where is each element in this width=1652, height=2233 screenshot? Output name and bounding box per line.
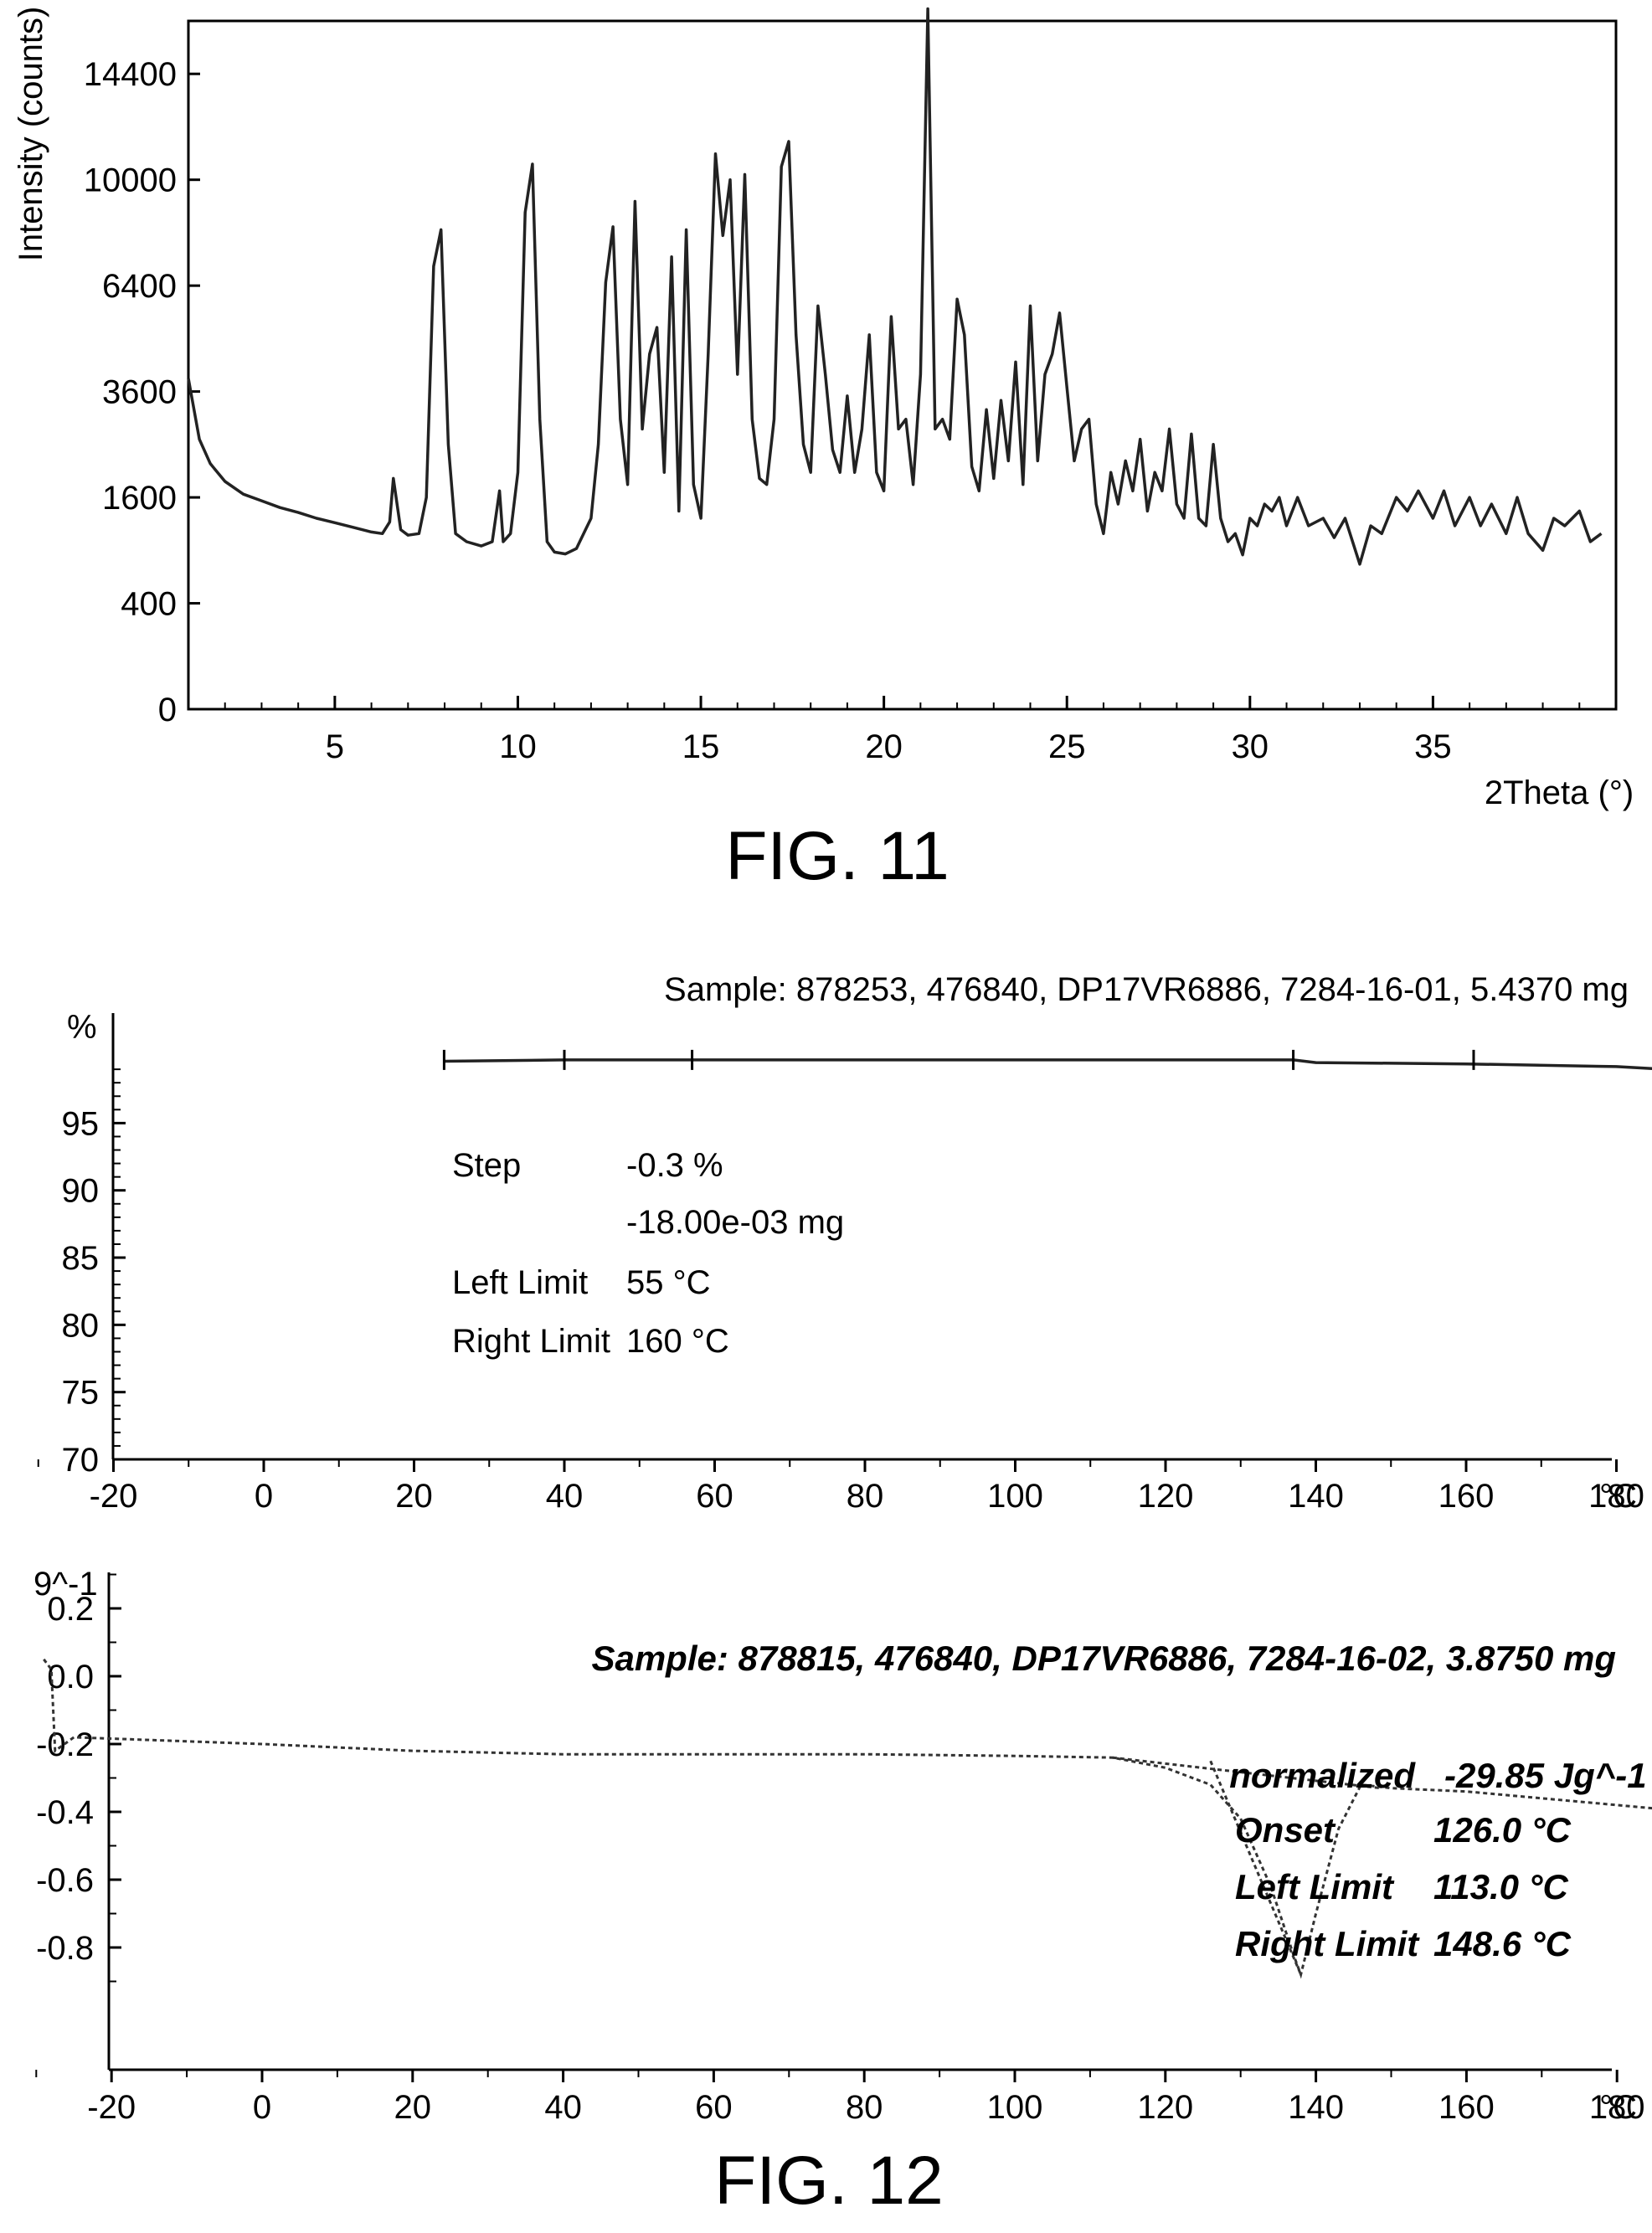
fig11-chart: 0 400 1600 3600 6400 10000 14400 5 10 15 20 25 30 35… xyxy=(13,7,1634,894)
fig11-y-ticks: 0 400 1600 3600 6400 10000 14400 xyxy=(84,56,200,728)
tga-chart: Sample: 878253, 476840, DP17VR6886, 7284… xyxy=(37,971,1652,1515)
dsc-x-tick-label: 120 xyxy=(1137,2089,1193,2126)
tga-left-limit-value: 55 °C xyxy=(626,1264,711,1301)
tga-right-limit-value: 160 °C xyxy=(626,1323,729,1360)
tga-x-tick-label: 100 xyxy=(987,1478,1043,1515)
fig12-caption: FIG. 12 xyxy=(714,2143,943,2219)
tga-x-tick-label: 80 xyxy=(847,1478,884,1515)
fig11-diffractogram-line xyxy=(187,7,1603,566)
dsc-right-limit-label: Right Limit xyxy=(1235,1924,1420,1963)
tga-left-limit-label: Left Limit xyxy=(452,1264,588,1301)
dsc-onset-tangent xyxy=(1209,1760,1303,1975)
dsc-left-limit-value: 113.0 °C xyxy=(1433,1867,1568,1906)
tga-annotations: Step -0.3 % -18.00e-03 mg Left Limit 55 … xyxy=(452,1147,844,1360)
tga-x-tick-label: 60 xyxy=(696,1478,733,1515)
fig11-x-tick-label: 10 xyxy=(499,728,537,765)
tga-y-unit: % xyxy=(67,1009,97,1046)
tga-x-tick-label: 120 xyxy=(1138,1478,1194,1515)
tga-step-value: -0.3 % xyxy=(626,1147,723,1184)
fig11-x-axis-label: 2Theta (°) xyxy=(1485,774,1634,811)
tga-y-tick-label: 80 xyxy=(62,1307,100,1344)
tga-x-tick-label: 140 xyxy=(1288,1478,1344,1515)
fig11-y-axis-label: Intensity (counts) xyxy=(13,7,49,262)
dsc-y-tick-label: -0.4 xyxy=(36,1794,94,1831)
dsc-annotations: normalized -29.85 Jg^-1 Onset 126.0 °C L… xyxy=(1229,1756,1646,1963)
tga-x-tick-label: -20 xyxy=(90,1478,138,1515)
fig11-caption: FIG. 11 xyxy=(725,818,949,894)
tga-x-unit: °C xyxy=(1599,1478,1637,1515)
tga-right-limit-label: Right Limit xyxy=(452,1323,610,1360)
dsc-right-limit-value: 148.6 °C xyxy=(1433,1924,1572,1963)
tga-y-tick-label: 85 xyxy=(62,1240,100,1277)
fig11-x-tick-label: 5 xyxy=(326,728,344,765)
dsc-x-tick-label: 180 xyxy=(1589,2089,1645,2126)
dsc-x-tick-label: 80 xyxy=(846,2089,883,2126)
tga-mass-value: -18.00e-03 mg xyxy=(626,1204,844,1241)
tga-x-ticks: -40-200204060801001201401601802002202402… xyxy=(37,1459,1644,1515)
tga-x-tick-label: 160 xyxy=(1438,1478,1495,1515)
tga-x-tick-label: 0 xyxy=(255,1478,273,1515)
fig11-x-ticks: 5 10 15 20 25 30 35 xyxy=(224,696,1581,765)
tga-mass-curve xyxy=(444,1058,1652,1070)
dsc-y-tick-label: 0.2 xyxy=(47,1591,94,1628)
tga-y-tick-label: 70 xyxy=(62,1442,100,1479)
fig11-x-tick-label: 25 xyxy=(1048,728,1086,765)
fig11-y-tick-label: 14400 xyxy=(84,56,177,93)
fig11-y-tick-label: 10000 xyxy=(84,162,177,199)
tga-y-tick-label: 90 xyxy=(62,1173,100,1210)
dsc-onset-label: Onset xyxy=(1235,1810,1336,1850)
dsc-x-tick-label: 0 xyxy=(253,2089,271,2126)
tga-y-ticks: 95 90 85 80 75 70 xyxy=(62,1068,126,1479)
tga-x-tick-label: 40 xyxy=(546,1478,584,1515)
dsc-x-ticks: -40-200204060801001201401601802002202402… xyxy=(35,2070,1645,2126)
dsc-x-tick-label: -20 xyxy=(87,2089,136,2126)
fig11-y-tick-label: 400 xyxy=(121,586,177,623)
dsc-y-tick-label: -0.8 xyxy=(36,1930,94,1967)
tga-limit-markers xyxy=(442,1049,1475,1070)
dsc-left-limit-label: Left Limit xyxy=(1235,1867,1395,1906)
fig11-x-tick-label: 35 xyxy=(1414,728,1452,765)
fig11-x-tick-label: 20 xyxy=(865,728,903,765)
dsc-x-tick-label: 100 xyxy=(987,2089,1043,2126)
tga-x-tick-label: 20 xyxy=(395,1478,433,1515)
dsc-chart: 9^-1 Sample: 878815, 476840, DP17VR6886,… xyxy=(33,1566,1652,2219)
dsc-x-unit: °C xyxy=(1599,2089,1637,2126)
dsc-sample-label: Sample: 878815, 476840, DP17VR6886, 7284… xyxy=(591,1639,1616,1678)
dsc-x-tick-label: 60 xyxy=(695,2089,733,2126)
dsc-y-tick-label: 0.0 xyxy=(47,1659,94,1695)
fig11-x-tick-label: 30 xyxy=(1232,728,1269,765)
fig11-y-tick-label: 0 xyxy=(158,692,177,728)
dsc-y-tick-label: -0.6 xyxy=(36,1862,94,1899)
tga-y-tick-label: 95 xyxy=(62,1105,100,1142)
fig11-plot-frame xyxy=(187,19,1618,711)
dsc-y-unit: 9^-1 xyxy=(33,1566,98,1603)
tga-y-tick-label: 75 xyxy=(62,1375,100,1412)
dsc-x-tick-label: 140 xyxy=(1288,2089,1344,2126)
tga-sample-label: Sample: 878253, 476840, DP17VR6886, 7284… xyxy=(664,971,1629,1008)
fig11-y-tick-label: 6400 xyxy=(102,268,177,305)
dsc-normalized-label: normalized xyxy=(1229,1756,1416,1795)
dsc-x-tick-label: 20 xyxy=(394,2089,432,2126)
tga-step-label: Step xyxy=(452,1147,521,1184)
fig11-y-tick-label: 1600 xyxy=(102,480,177,517)
dsc-x-tick-label: 160 xyxy=(1438,2089,1495,2126)
fig11-x-tick-label: 15 xyxy=(682,728,720,765)
fig11-y-tick-label: 3600 xyxy=(102,374,177,411)
tga-x-tick-label: 180 xyxy=(1588,1478,1644,1515)
dsc-onset-value: 126.0 °C xyxy=(1433,1810,1572,1850)
dsc-x-tick-label: 40 xyxy=(544,2089,582,2126)
dsc-normalized-value: -29.85 Jg^-1 xyxy=(1444,1756,1647,1795)
